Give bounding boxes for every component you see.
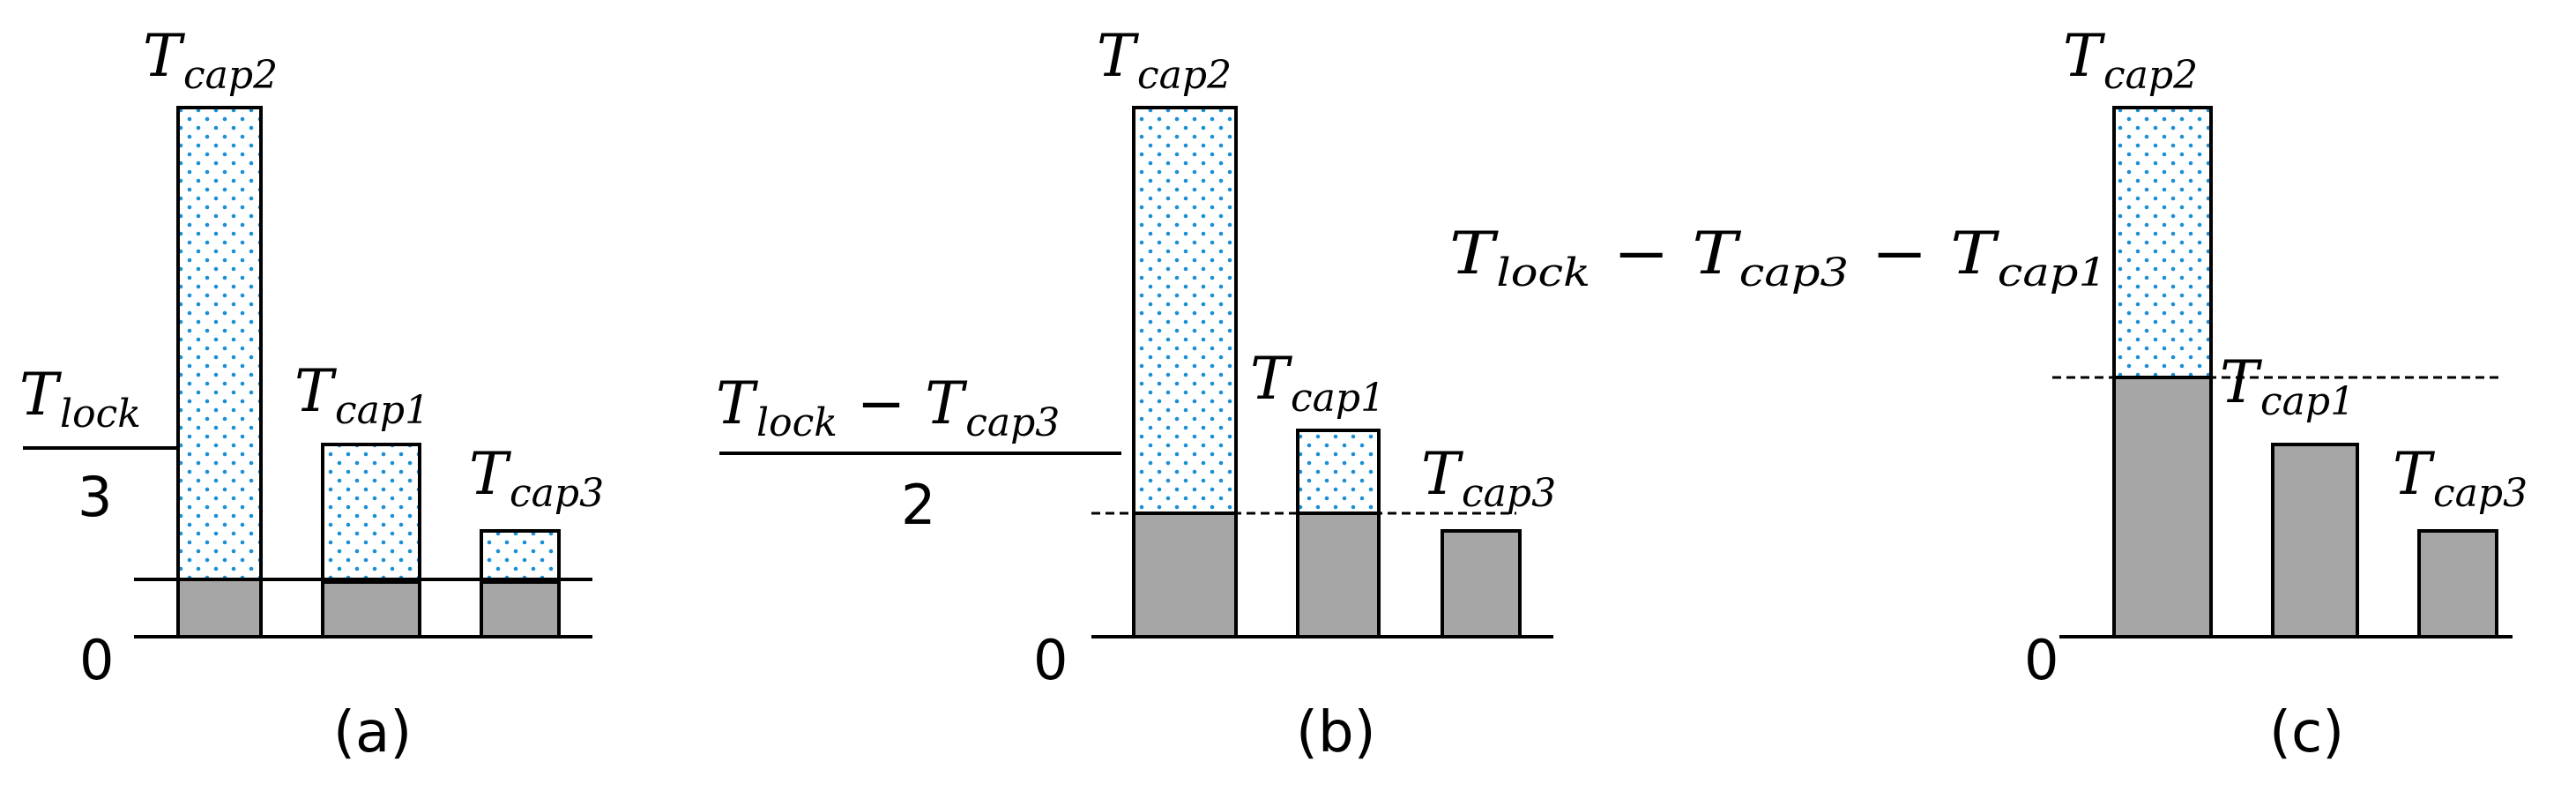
- panel-a: 0 Tcap2 Tcap1 Tcap3 Tlock 3 (a): [19, 22, 604, 765]
- label-tcap1-a: Tcap1: [294, 357, 429, 433]
- label-tcap2-c: Tcap2: [2063, 22, 2198, 98]
- label-tcap2-a: Tcap2: [143, 22, 278, 98]
- zero-label-b: 0: [1033, 628, 1068, 692]
- fraction-numerator-b: Tlock − Tcap3: [716, 370, 1060, 445]
- bar-cap1-used-b: [1296, 512, 1381, 638]
- bar-cap2-used-c: [2112, 376, 2213, 638]
- bar-cap2-used-a: [176, 578, 263, 638]
- fraction-denominator-b: 2: [901, 473, 935, 537]
- caption-b: (b): [1296, 700, 1376, 765]
- label-tcap3-c: Tcap3: [2393, 440, 2528, 516]
- label-tcap3-b: Tcap3: [1421, 440, 1556, 516]
- label-tcap1-b: Tcap1: [1250, 345, 1385, 421]
- bar-cap1-reserved-b: [1296, 429, 1381, 515]
- bar-cap3-used-b: [1441, 529, 1522, 638]
- zero-label-a: 0: [79, 628, 114, 692]
- bar-cap3-used-c: [2417, 529, 2498, 638]
- fraction-denominator-a: 3: [78, 465, 112, 529]
- label-tcap3-a: Tcap3: [469, 440, 604, 516]
- bar-cap1-reserved-a: [321, 443, 421, 584]
- bar-cap2-reserved-c: [2112, 106, 2213, 379]
- bar-cap3-used-a: [480, 580, 561, 638]
- fraction-numerator-a: Tlock: [19, 361, 141, 437]
- zero-label-c: 0: [2024, 628, 2059, 692]
- panel-b: 0 Tcap2 Tcap1 Tcap3 Tlock − Tcap3 2 (b): [716, 22, 1556, 765]
- bar-cap2-used-b: [1132, 512, 1238, 638]
- bar-cap2-reserved-a: [176, 106, 263, 581]
- bar-cap3-reserved-a: [480, 529, 561, 584]
- label-tcap1-c: Tcap1: [2220, 348, 2355, 424]
- caption-c: (c): [2269, 700, 2344, 765]
- bar-cap1-used-a: [321, 580, 421, 638]
- label-tcap2-b: Tcap2: [1097, 22, 1232, 98]
- bar-cap2-reserved-b: [1132, 106, 1238, 515]
- bar-cap1-used-c: [2271, 443, 2359, 638]
- caption-a: (a): [333, 700, 412, 765]
